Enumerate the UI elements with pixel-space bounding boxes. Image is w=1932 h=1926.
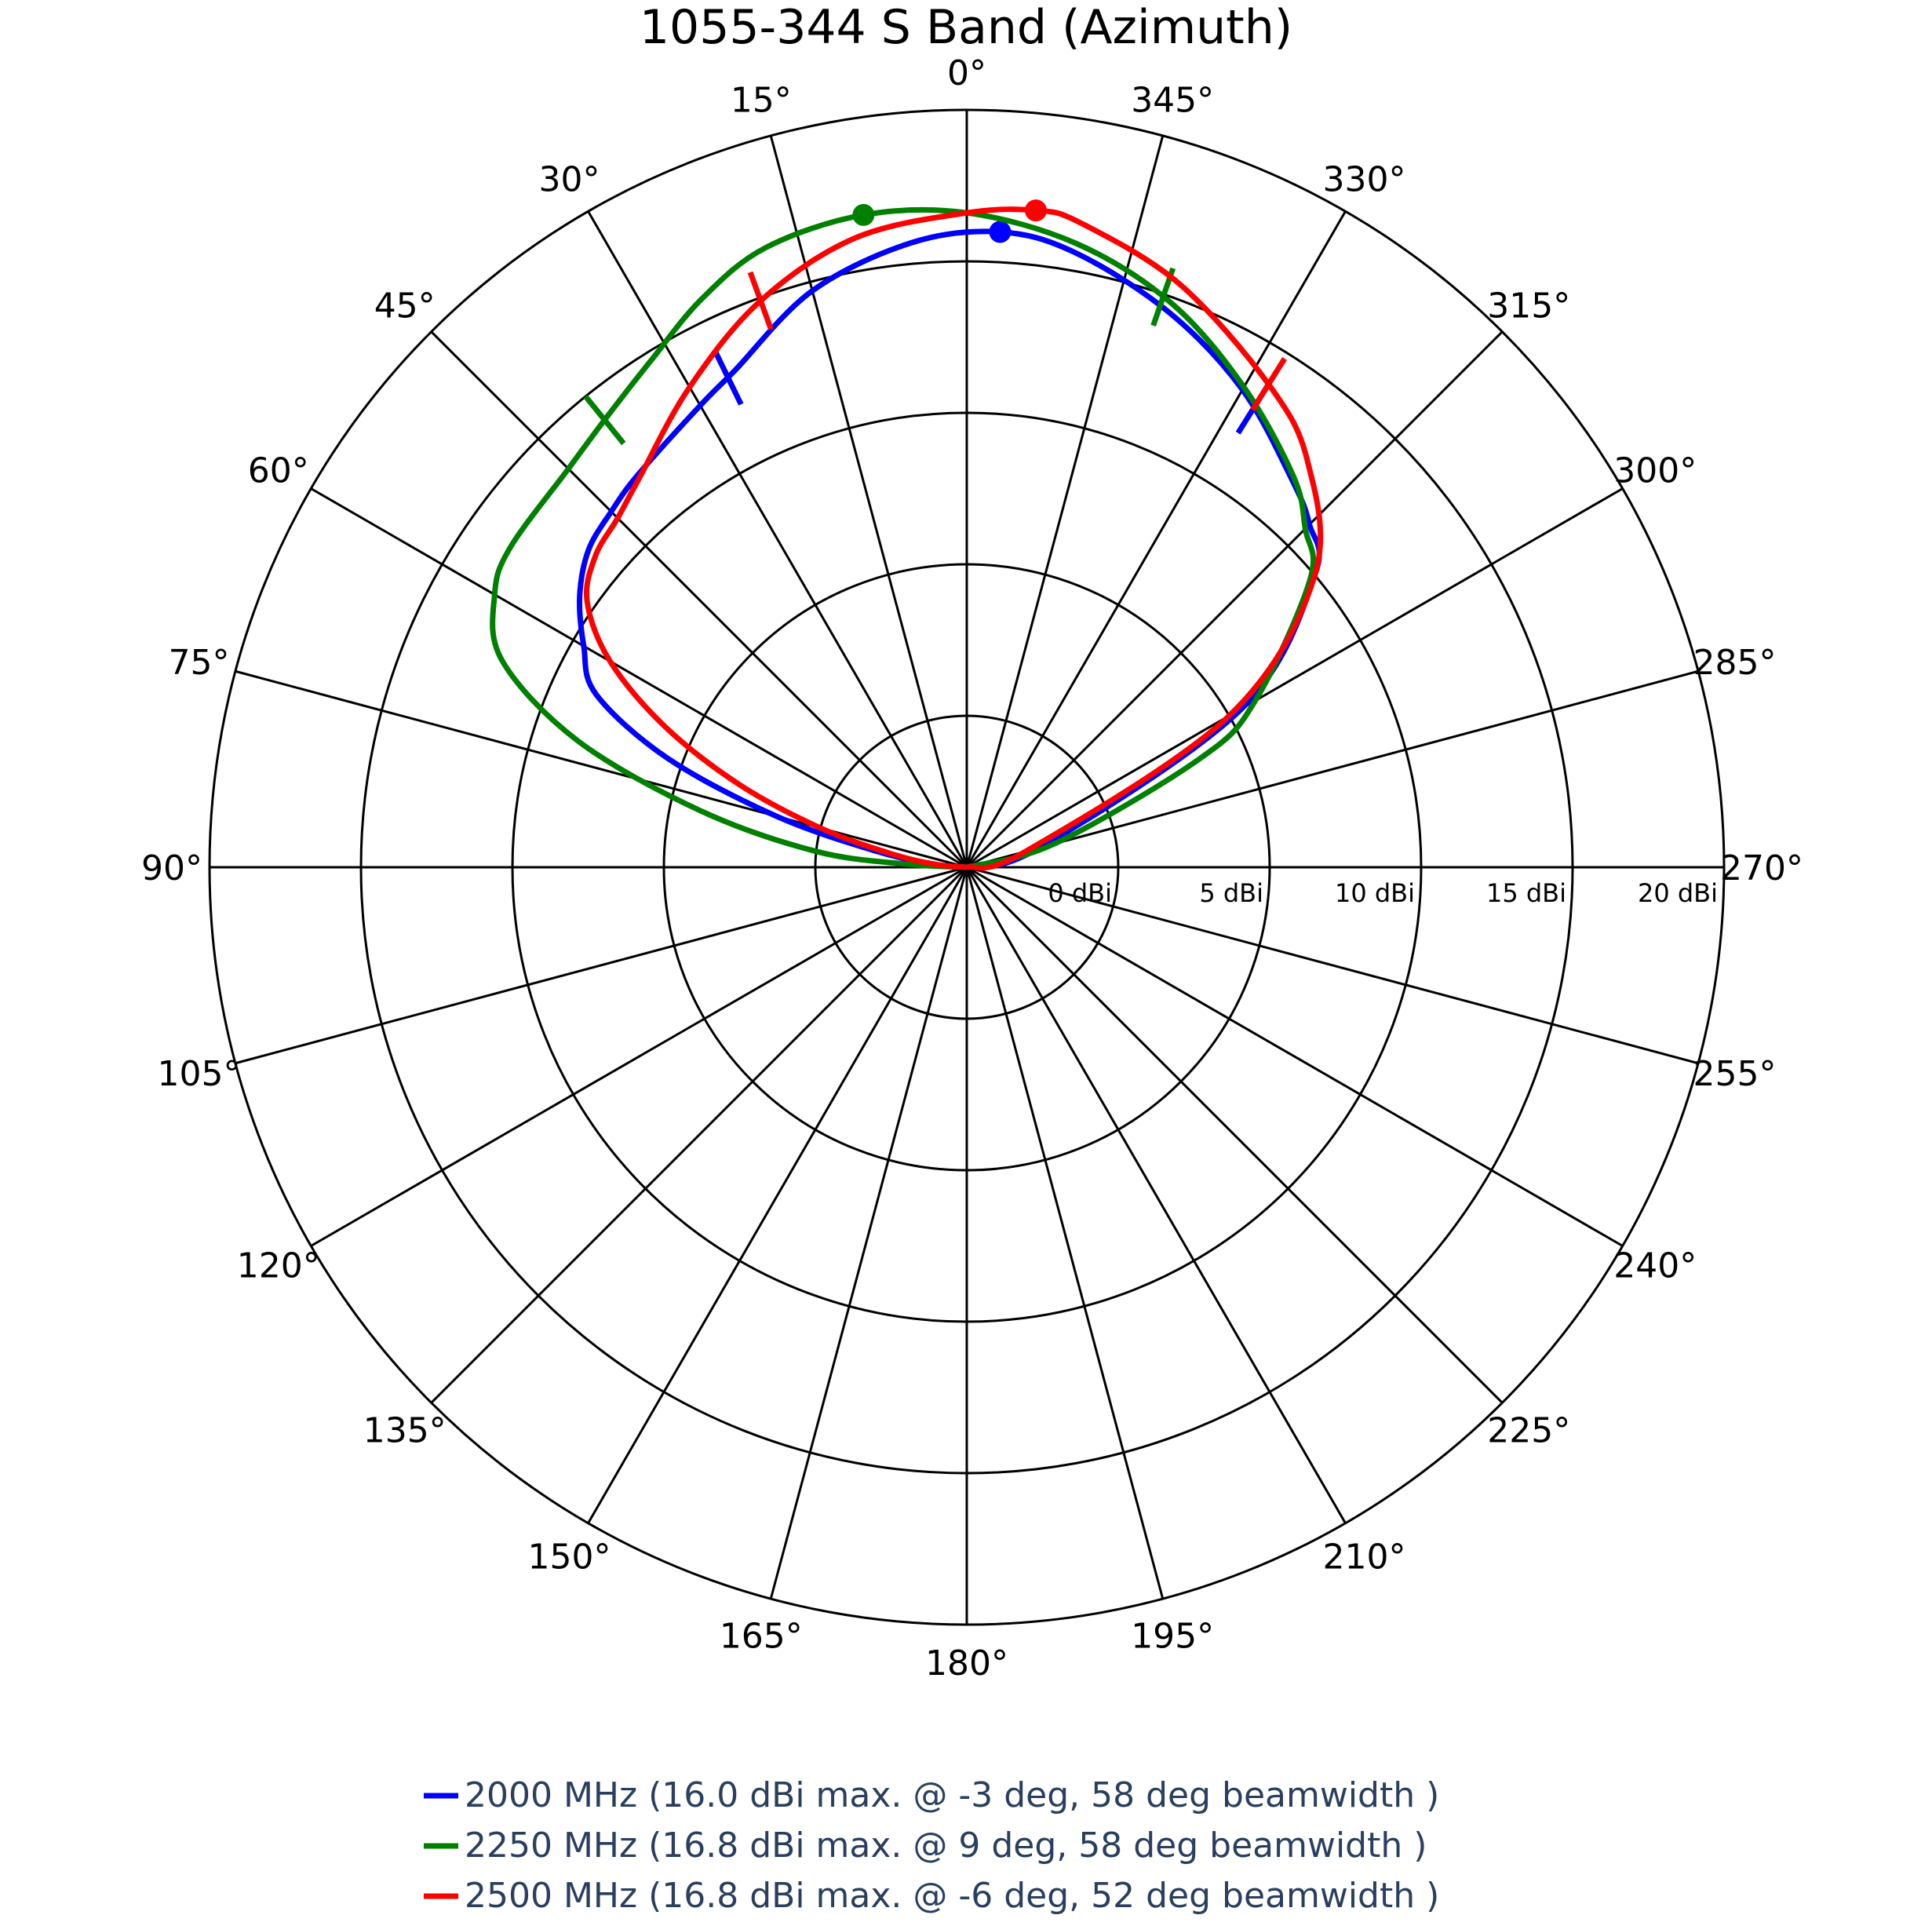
grid-spoke [965, 866, 1347, 1524]
angular-tick-label: 285° [1693, 643, 1776, 683]
angular-tick-label: 105° [158, 1054, 241, 1094]
angular-tick-label: 300° [1613, 451, 1697, 491]
legend: 2000 MHz (16.0 dBi max. @ -3 deg, 58 deg… [424, 1775, 1439, 1916]
grid-spoke [769, 135, 968, 868]
angular-tick-label: 45° [374, 286, 436, 326]
angular-tick-label: 15° [731, 81, 792, 121]
grid-spoke [235, 866, 968, 1065]
radial-tick-label: 5 dBi [1199, 878, 1263, 908]
angular-tick-label: 345° [1131, 81, 1214, 121]
angular-tick-label: 135° [363, 1410, 447, 1450]
grid-spoke [965, 330, 1504, 869]
grid-spoke [769, 866, 968, 1600]
beamwidth-marker [1250, 356, 1287, 412]
series-2 [584, 199, 1324, 871]
legend-item: 2500 MHz (16.8 dBi max. @ -6 deg, 52 deg… [424, 1876, 1439, 1916]
radial-tick-label: 15 dBi [1486, 878, 1566, 908]
beamwidth-marker [712, 348, 744, 406]
legend-label: 2250 MHz (16.8 dBi max. @ 9 deg, 58 deg … [465, 1826, 1427, 1866]
max-gain-marker [852, 203, 875, 226]
legend-label: 2500 MHz (16.8 dBi max. @ -6 deg, 52 deg… [465, 1876, 1439, 1916]
angular-tick-label: 60° [248, 451, 309, 491]
angular-tick-label: 90° [141, 848, 202, 888]
angular-tick-label: 120° [237, 1246, 320, 1286]
polar-grid [208, 108, 1726, 1626]
angular-tick-label: 0° [947, 53, 986, 93]
angular-tick-label: 225° [1487, 1410, 1570, 1450]
series-line [584, 206, 1324, 871]
angular-tick-label: 210° [1323, 1537, 1406, 1577]
chart-title: 1055-344 S Band (Azimuth) [640, 0, 1292, 55]
angular-tick-label: 240° [1613, 1246, 1697, 1286]
angular-tick-label: 255° [1693, 1054, 1776, 1094]
angular-tick-labels: 0° 15° 30° 45° 60° 75° 90° 105° 120° 135° 150° 165°… [141, 53, 1803, 1683]
grid-spoke [587, 210, 968, 868]
grid-spoke [966, 866, 1699, 1065]
angular-tick-label: 30° [539, 160, 600, 200]
max-gain-marker [1024, 199, 1047, 222]
radial-tick-label: 10 dBi [1335, 878, 1415, 908]
angular-tick-label: 315° [1487, 286, 1570, 326]
grid-spoke [310, 487, 968, 869]
legend-item: 2000 MHz (16.0 dBi max. @ -3 deg, 58 deg… [424, 1775, 1439, 1815]
grid-spoke [235, 669, 968, 869]
beamwidth-marker [747, 271, 774, 330]
radial-tick-label: 0 dBi [1048, 878, 1112, 908]
max-gain-marker [989, 221, 1012, 243]
grid-spoke [587, 866, 968, 1524]
grid-spoke [965, 866, 1165, 1600]
grid-spoke [966, 669, 1699, 869]
angular-tick-label: 75° [169, 643, 230, 683]
angular-tick-label: 330° [1323, 160, 1406, 200]
angular-tick-label: 270° [1720, 848, 1803, 888]
grid-spoke [310, 866, 968, 1247]
angular-tick-label: 165° [720, 1616, 803, 1656]
grid-spoke [965, 210, 1347, 868]
grid-spoke [965, 866, 1504, 1404]
grid-spoke [966, 866, 1624, 1247]
angular-tick-label: 150° [528, 1537, 611, 1577]
grid-spoke [966, 487, 1624, 869]
angular-tick-label: 180° [925, 1643, 1008, 1683]
legend-item: 2250 MHz (16.8 dBi max. @ 9 deg, 58 deg … [424, 1826, 1427, 1866]
angular-tick-label: 195° [1131, 1616, 1214, 1656]
beamwidth-marker [583, 394, 626, 446]
grid-spoke [430, 330, 968, 869]
legend-label: 2000 MHz (16.0 dBi max. @ -3 deg, 58 deg… [465, 1775, 1439, 1815]
radial-tick-label: 20 dBi [1638, 878, 1718, 908]
series-traces [490, 199, 1324, 871]
grid-spoke [430, 866, 968, 1404]
grid-spoke [965, 135, 1165, 868]
radial-tick-labels: 0 dBi 5 dBi 10 dBi 15 dBi 20 dBi [1048, 878, 1718, 908]
